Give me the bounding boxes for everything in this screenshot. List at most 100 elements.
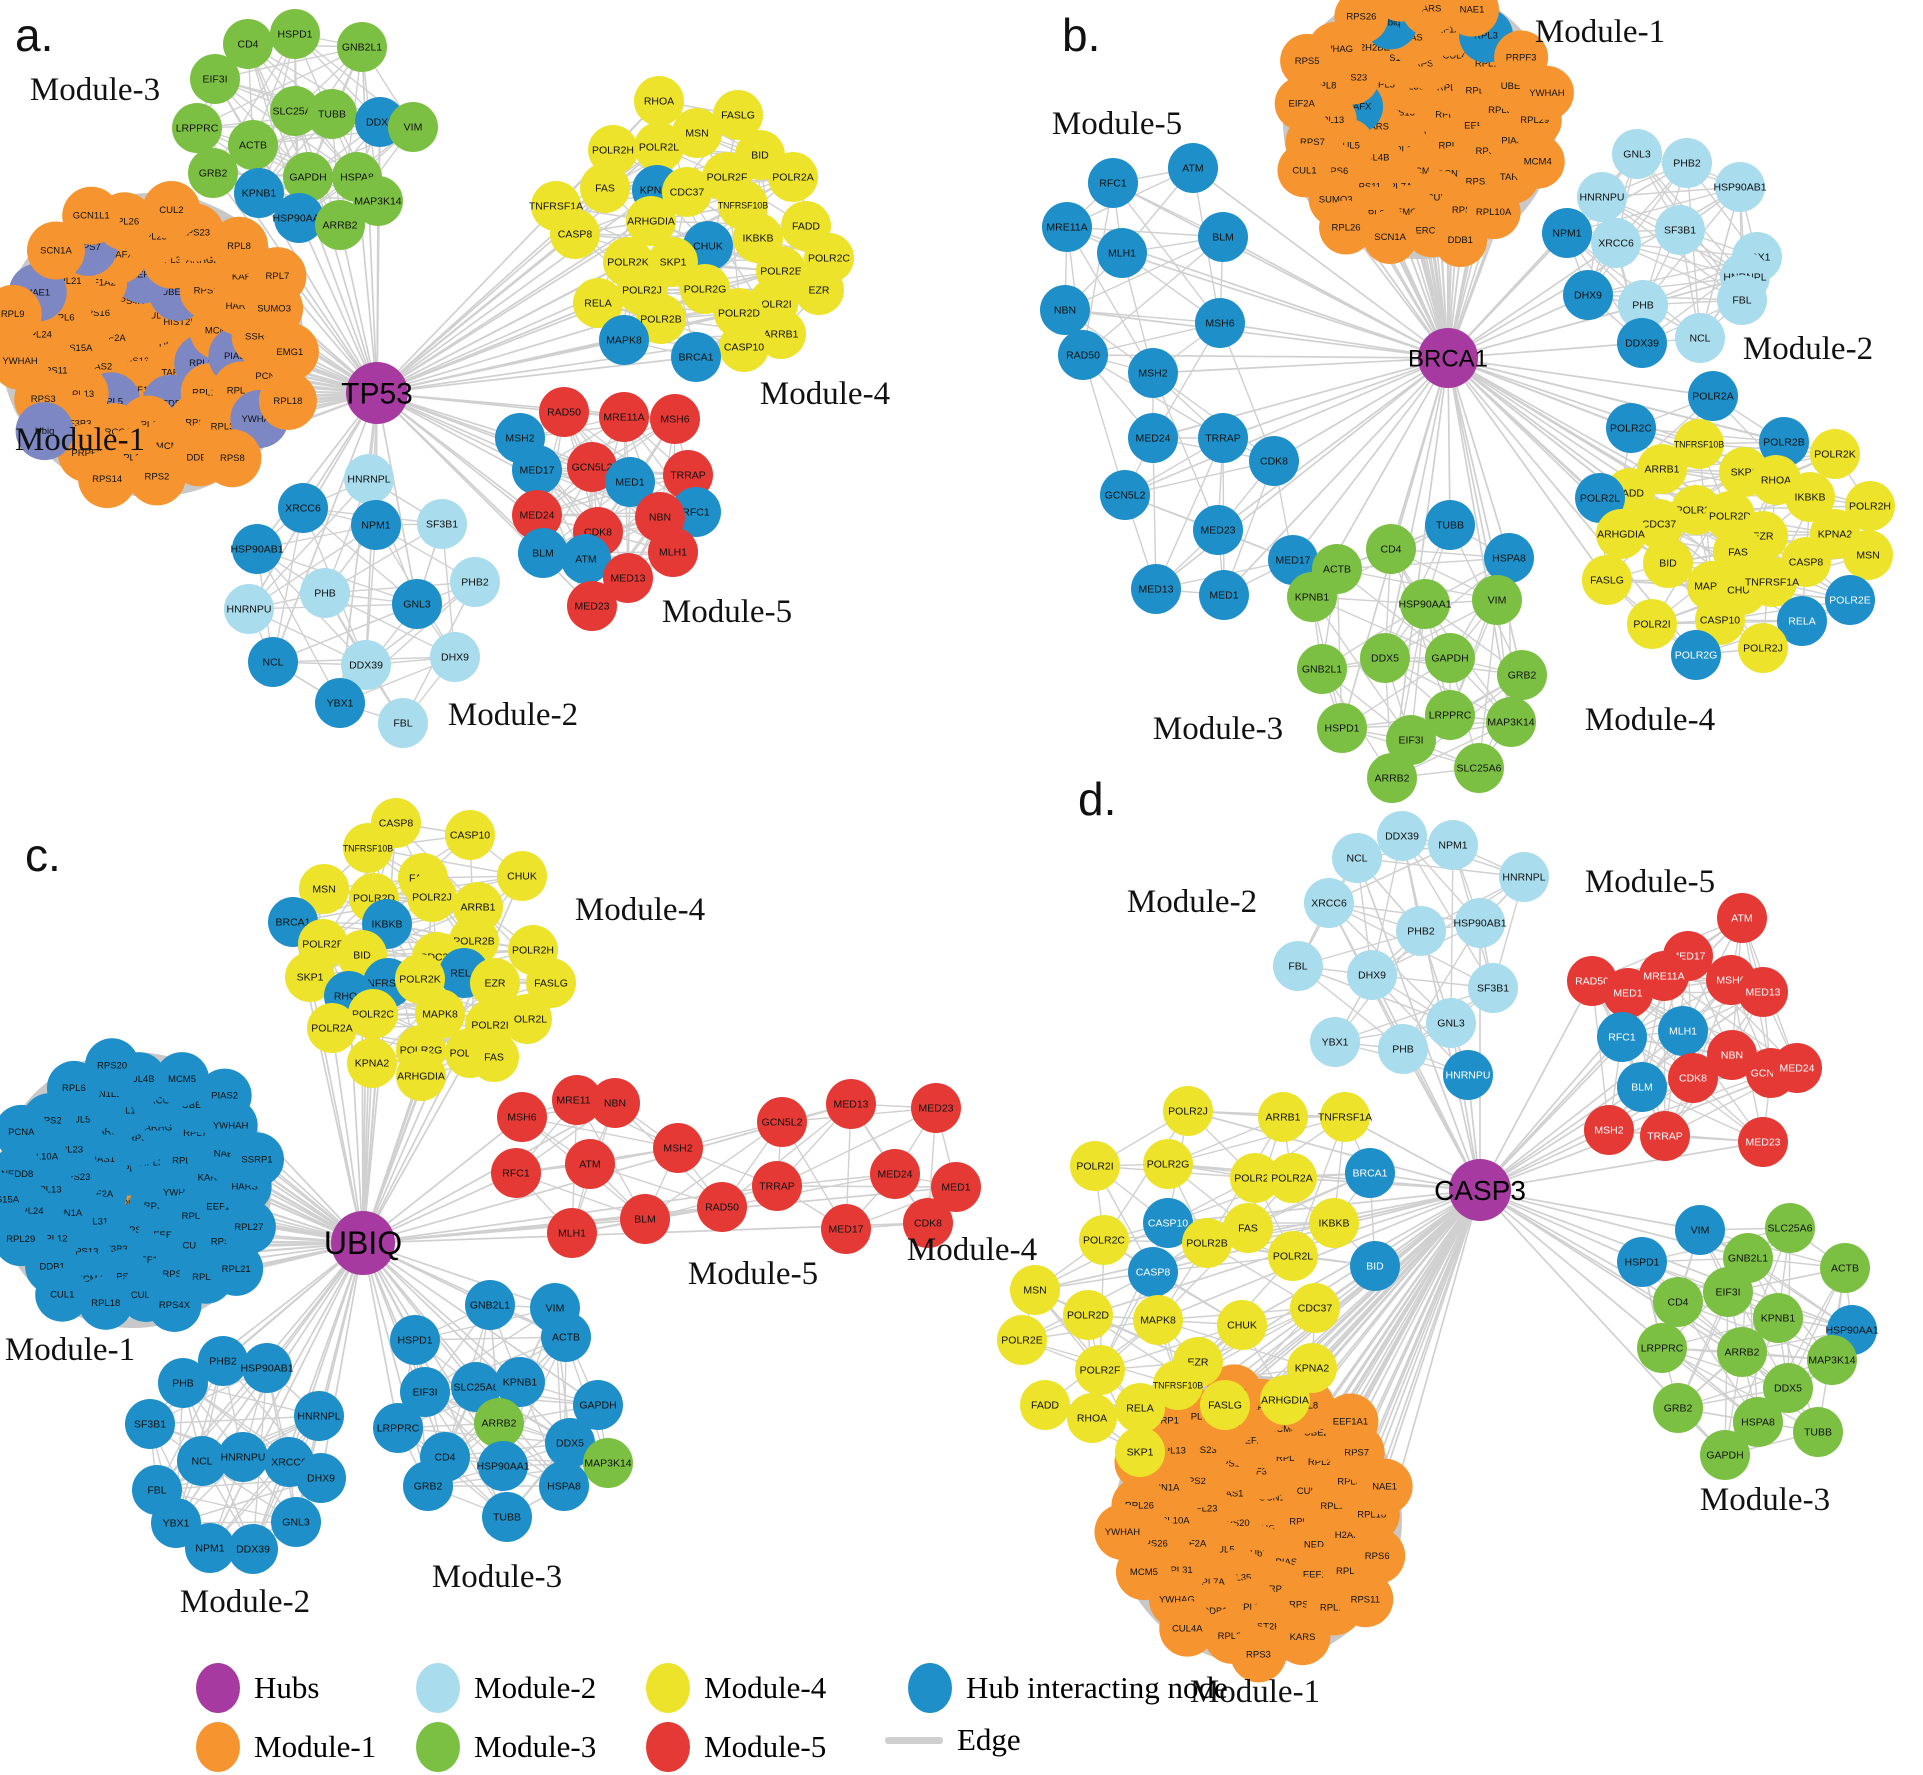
node-ARHGDIA[interactable]: ARHGDIA [1596,509,1646,559]
node-POLR2I[interactable]: POLR2I [1070,1141,1120,1191]
node-MED17[interactable]: MED17 [1268,535,1318,585]
node-SKP1[interactable]: SKP1 [285,952,335,1002]
node-LRPPRC[interactable]: LRPPRC [1637,1323,1687,1373]
node-POLR2K[interactable]: POLR2K [1230,1153,1280,1203]
node-ATM[interactable]: ATM [1168,143,1218,193]
node-MSN[interactable]: MSN [672,108,722,158]
node-CD4[interactable]: CD4 [1653,1277,1703,1327]
node-ARRB2[interactable]: ARRB2 [1717,1327,1767,1377]
node-HSPD1[interactable]: HSPD1 [1617,1237,1667,1287]
node-GAPDH[interactable]: GAPDH [1700,1430,1750,1480]
node-HSPD1[interactable]: HSPD1 [270,9,320,59]
node-SCN1A[interactable]: SCN1A [1363,209,1418,264]
node-CHUK[interactable]: CHUK [1217,1300,1267,1350]
node-CDK8[interactable]: CDK8 [903,1198,953,1248]
node-MAPK8[interactable]: MAPK8 [1133,1295,1183,1345]
node-CASP10[interactable]: CASP10 [1695,595,1745,645]
node-RPS26[interactable]: RPS26 [1334,0,1389,44]
node-MSH2[interactable]: MSH2 [1584,1105,1634,1155]
node-MAP3K14[interactable]: MAP3K14 [353,176,403,226]
node-MED23[interactable]: MED23 [1193,505,1243,555]
node-ARHGDIA[interactable]: ARHGDIA [626,196,676,246]
node-XRCC6[interactable]: XRCC6 [278,483,328,533]
node-CUL1[interactable]: CUL1 [35,1267,90,1322]
node-GAPDH[interactable]: GAPDH [283,152,333,202]
node-FAS[interactable]: FAS [469,1032,519,1082]
node-YWHAH[interactable]: YWHAH [1519,65,1574,120]
node-EIF3I[interactable]: EIF3I [1386,715,1436,765]
node-MAP3K14[interactable]: MAP3K14 [583,1438,633,1488]
node-HSPA8[interactable]: HSPA8 [1484,533,1534,583]
node-IKBKB[interactable]: IKBKB [1785,472,1835,522]
node-TNFRSF10B[interactable]: TNFRSF10B [1674,419,1724,469]
node-MED24[interactable]: MED24 [1772,1043,1822,1093]
node-CD4[interactable]: CD4 [1366,524,1416,574]
node-CUL4A[interactable]: CUL4A [1159,1600,1216,1657]
node-MED13[interactable]: MED13 [1738,967,1788,1017]
node-BID[interactable]: BID [1643,538,1693,588]
node-PHB[interactable]: PHB [1618,280,1668,330]
node-KARS[interactable]: KARS [1274,1609,1331,1666]
node-POLR2F[interactable]: POLR2F [1075,1345,1125,1395]
node-PHB2[interactable]: PHB2 [198,1336,248,1386]
node-HNRNPU[interactable]: HNRNPU [218,1432,268,1482]
node-CUL1[interactable]: CUL1 [1277,143,1332,198]
node-MSH6[interactable]: MSH6 [650,394,700,444]
node-HNRNPU[interactable]: HNRNPU [1577,172,1627,222]
node-PIAS2[interactable]: PIAS2 [197,1068,252,1123]
hub-node-UBIQ[interactable]: UBIQ [324,1211,402,1275]
node-PHB2[interactable]: PHB2 [1396,906,1446,956]
node-GCN5L2[interactable]: GCN5L2 [567,442,617,492]
node-FASLG[interactable]: FASLG [1200,1380,1250,1430]
node-GNL3[interactable]: GNL3 [392,579,442,629]
node-POLR2H[interactable]: POLR2H [1845,481,1895,531]
node-MED1[interactable]: MED1 [931,1162,981,1212]
node-POLR2L[interactable]: POLR2L [634,122,684,172]
node-YBX1[interactable]: YBX1 [315,678,365,728]
node-POLR2C[interactable]: POLR2C [348,989,398,1039]
node-NCL[interactable]: NCL [1675,313,1725,363]
node-MRE11A[interactable]: MRE11A [552,1075,602,1125]
node-SLC25A6[interactable]: SLC25A6 [1454,743,1504,793]
node-PHB[interactable]: PHB [300,568,350,618]
node-GNB2L1[interactable]: GNB2L1 [465,1280,515,1330]
node-EEF1A1[interactable]: EEF1A1 [1322,1393,1379,1450]
node-TRRAP[interactable]: TRRAP [1198,413,1248,463]
node-RFC1[interactable]: RFC1 [1088,158,1138,208]
node-RPL26[interactable]: RPL26 [1319,200,1374,255]
node-RELA[interactable]: RELA [1115,1383,1165,1433]
node-RPS14[interactable]: RPS14 [78,450,137,509]
node-DDB1[interactable]: DDB1 [1433,213,1488,268]
node-SLC25A6[interactable]: SLC25A6 [270,86,320,136]
hub-node-TP53[interactable]: TP53 [341,362,413,424]
node-VIM[interactable]: VIM [1472,575,1522,625]
node-HSP90AA1[interactable]: HSP90AA1 [476,1441,530,1491]
node-MED1[interactable]: MED1 [605,457,655,507]
node-DDX39[interactable]: DDX39 [228,1524,278,1574]
node-EIF3I[interactable]: EIF3I [400,1367,450,1417]
node-DDX5[interactable]: DDX5 [545,1418,595,1468]
node-NAE1[interactable]: NAE1 [1356,1458,1413,1515]
node-POLR2H[interactable]: POLR2H [588,125,638,175]
node-CDK8[interactable]: CDK8 [1668,1053,1718,1103]
node-RPS3[interactable]: RPS3 [1230,1626,1287,1683]
node-MED13[interactable]: MED13 [603,553,653,603]
node-RFC1[interactable]: RFC1 [491,1148,541,1198]
node-RELA[interactable]: RELA [573,278,623,328]
node-HSP90AA1[interactable]: HSP90AA1 [1398,579,1452,629]
node-SSRP1[interactable]: SSRP1 [230,1132,285,1187]
node-SLC25A6[interactable]: SLC25A6 [451,1362,501,1412]
node-CASP8[interactable]: CASP8 [1128,1247,1178,1297]
node-EZR[interactable]: EZR [794,265,844,315]
node-RHOA[interactable]: RHOA [1067,1393,1117,1443]
node-DDX5[interactable]: DDX5 [1360,633,1410,683]
node-POLR2A[interactable]: POLR2A [1688,371,1738,421]
node-RPS6[interactable]: RPS6 [1349,1527,1406,1584]
node-RPS15A[interactable]: RPS15A [0,1172,28,1227]
hub-node-CASP3[interactable]: CASP3 [1434,1159,1526,1221]
node-RAD50[interactable]: RAD50 [1058,330,1108,380]
node-TNFRSF1A[interactable]: TNFRSF1A [1318,1092,1372,1142]
node-LRPPRC[interactable]: LRPPRC [1425,690,1475,740]
node-MSN[interactable]: MSN [1843,530,1893,580]
node-ARRB2[interactable]: ARRB2 [1367,753,1417,803]
